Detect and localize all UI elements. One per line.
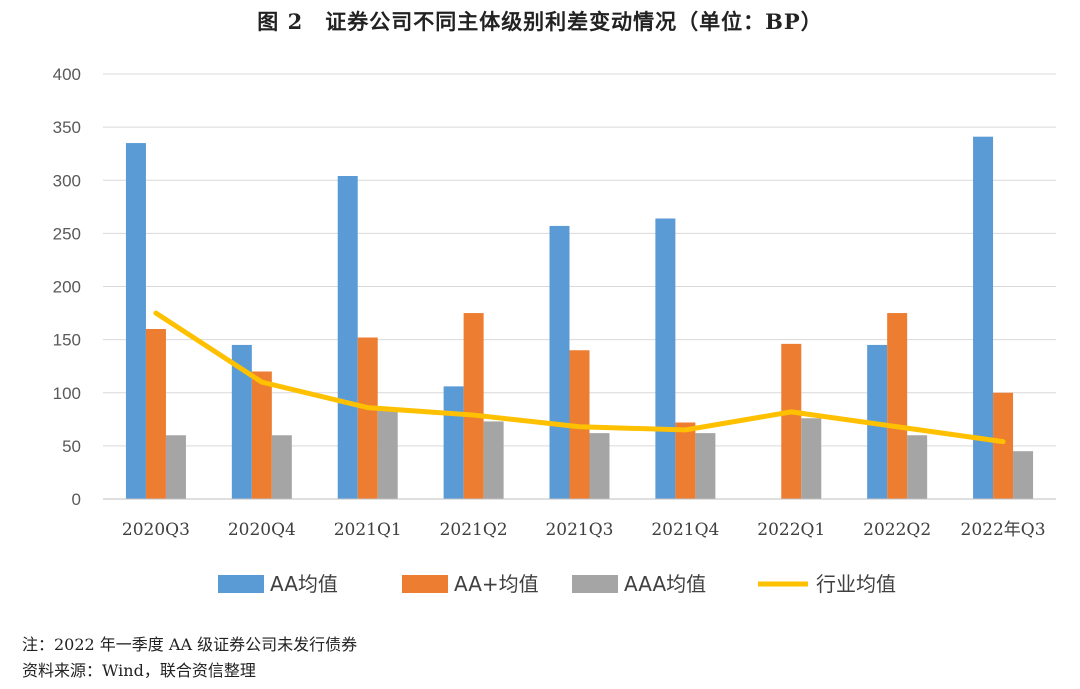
bar-AA均值-2021Q1 — [337, 176, 358, 499]
bar-AA均值-2021Q4 — [655, 218, 676, 499]
legend-label: AAA均值 — [624, 572, 706, 596]
bar-AA+均值-2022Q1 — [781, 343, 802, 499]
note-text: 注：2022 年一季度 AA 级证券公司未发行债券 — [22, 635, 358, 654]
x-tick-label: 2022Q1 — [757, 520, 825, 540]
legend-label: 行业均值 — [816, 572, 896, 596]
y-tick-label: 350 — [53, 118, 81, 137]
x-tick-label: 2022Q2 — [863, 520, 931, 540]
x-tick-label: 2021Q2 — [440, 520, 508, 540]
y-tick-label: 50 — [62, 437, 81, 456]
bar-AAA均值-2020Q3 — [165, 435, 186, 499]
bar-AA均值-2020Q4 — [231, 344, 252, 499]
bar-AAA均值-2022Q2 — [907, 435, 928, 499]
y-tick-label: 300 — [53, 171, 81, 190]
bar-AA+均值-2021Q1 — [357, 337, 378, 499]
x-tick-label: 2021Q3 — [545, 520, 613, 540]
legend: AA均值 AA+均值 AAA均值 行业均值 — [218, 572, 896, 596]
legend-swatch-AA均值 — [218, 575, 264, 593]
bar-AA均值-2021Q3 — [549, 225, 570, 499]
y-tick-label: 250 — [53, 224, 81, 243]
legend-swatch-AA+均值 — [402, 575, 448, 593]
bar-AAA均值-2021Q2 — [483, 421, 504, 499]
x-tick-label: 2020Q3 — [122, 520, 190, 540]
bar-AA均值-2020Q3 — [125, 143, 146, 499]
bars — [125, 136, 1034, 499]
bar-AA+均值-2022年Q3 — [993, 392, 1014, 499]
x-tick-label: 2021Q4 — [651, 520, 719, 540]
bar-AAA均值-2020Q4 — [271, 435, 292, 499]
bar-AAA均值-2022Q1 — [801, 418, 822, 499]
y-axis: 0 50 100 150 200 250 300 350 400 — [53, 65, 81, 509]
industry-average-line — [153, 310, 1006, 445]
y-tick-label: 0 — [72, 490, 81, 509]
x-axis: 2020Q3 2020Q4 2021Q1 2021Q2 2021Q3 2021Q4 2022… — [103, 498, 1056, 540]
bar-AAA均值-2021Q1 — [377, 410, 398, 499]
legend-label: AA+均值 — [454, 572, 539, 596]
bar-AA均值-2022年Q3 — [973, 136, 994, 499]
bar-AA均值-2021Q2 — [443, 386, 464, 499]
bar-AA+均值-2021Q2 — [463, 313, 484, 499]
chart-title: 图 2 证券公司不同主体级别利差变动情况（单位：BP） — [257, 9, 823, 34]
legend-swatch-AAA均值 — [572, 575, 618, 593]
bar-AA+均值-2020Q4 — [251, 371, 272, 499]
y-tick-label: 400 — [53, 65, 81, 84]
legend-label: AA均值 — [270, 572, 338, 596]
x-tick-label: 2020Q4 — [228, 520, 296, 540]
source-text: 资料来源：Wind，联合资信整理 — [22, 661, 256, 680]
x-tick-label: 2021Q1 — [334, 520, 402, 540]
bar-AA+均值-2020Q3 — [145, 329, 166, 499]
footnotes: 注：2022 年一季度 AA 级证券公司未发行债券 资料来源：Wind，联合资信… — [22, 632, 357, 684]
bar-AA+均值-2021Q4 — [675, 422, 696, 499]
y-tick-label: 150 — [53, 331, 81, 350]
bar-AA+均值-2022Q2 — [887, 313, 908, 499]
bar-AAA均值-2021Q3 — [589, 433, 610, 499]
bar-AAA均值-2021Q4 — [695, 433, 716, 499]
bar-AAA均值-2022年Q3 — [1013, 451, 1034, 499]
y-tick-label: 200 — [53, 278, 81, 297]
x-tick-label: 2022年Q3 — [961, 520, 1046, 540]
y-tick-label: 100 — [53, 384, 81, 403]
